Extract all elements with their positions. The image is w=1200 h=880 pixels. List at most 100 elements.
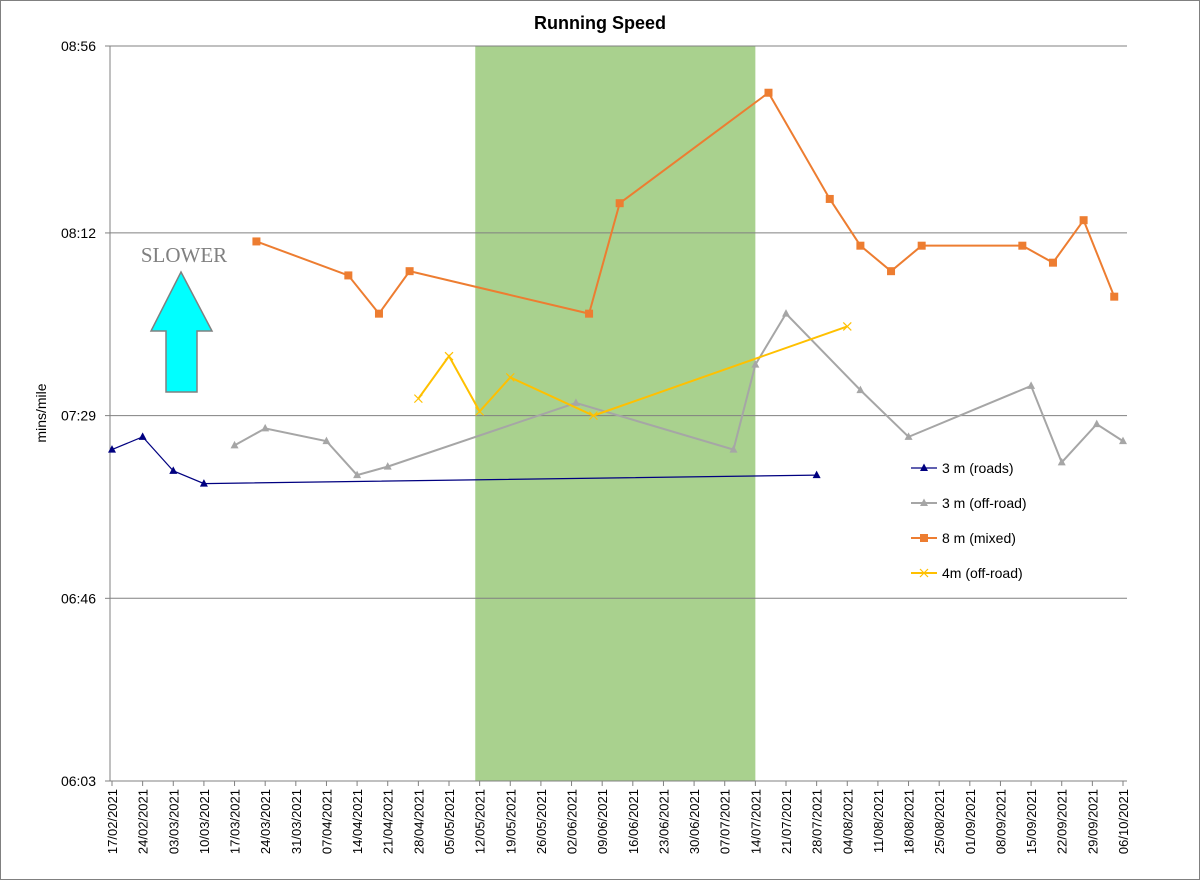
series-4m-off-road: [413, 321, 852, 421]
x-tick-label: 28/04/2021: [411, 789, 426, 854]
data-point-marker: [383, 462, 392, 470]
data-point-marker: [138, 432, 147, 440]
data-point-marker: [353, 470, 362, 479]
y-axis-label: mins/mile: [33, 383, 49, 442]
data-point-marker: [585, 309, 594, 318]
data-point-marker: [920, 463, 928, 471]
y-tick-label: 08:56: [61, 38, 96, 54]
series-line: [417, 325, 848, 417]
data-point-marker: [751, 360, 760, 368]
x-tick-label: 29/09/2021: [1085, 789, 1100, 854]
y-tick-label: 07:29: [61, 408, 96, 424]
data-point-marker: [920, 534, 928, 542]
x-tick-label: 24/02/2021: [136, 789, 151, 854]
data-point-marker: [344, 271, 353, 280]
legend-label: 8 m (mixed): [942, 530, 1016, 546]
data-point-marker: [230, 440, 239, 449]
data-point-marker: [615, 199, 624, 208]
x-tick-label: 21/07/2021: [779, 789, 794, 854]
data-point-marker: [475, 406, 485, 416]
data-point-marker: [920, 498, 928, 506]
legend-item: 3 m (roads): [911, 460, 1014, 476]
legend-label: 3 m (roads): [942, 460, 1014, 476]
data-point-marker: [322, 436, 331, 445]
x-tick-label: 15/09/2021: [1024, 789, 1039, 854]
y-tick-label: 06:46: [61, 590, 96, 606]
x-tick-label: 19/05/2021: [503, 789, 518, 854]
x-tick-label: 31/03/2021: [289, 789, 304, 854]
data-point-marker: [764, 88, 773, 97]
x-tick-label: 23/06/2021: [656, 789, 671, 854]
legend-label: 4m (off-road): [942, 565, 1023, 581]
data-point-marker: [505, 372, 515, 382]
x-tick-label: 06/10/2021: [1116, 789, 1131, 854]
data-point-marker: [1018, 241, 1027, 250]
x-tick-label: 12/05/2021: [473, 789, 488, 854]
x-tick-label: 22/09/2021: [1055, 789, 1070, 854]
x-tick-label: 28/07/2021: [810, 789, 825, 854]
series-3-m-off-road: [230, 309, 1127, 479]
legend-item: 8 m (mixed): [911, 530, 1016, 546]
data-point-marker: [1057, 457, 1066, 466]
data-point-marker: [405, 267, 414, 276]
data-point-marker: [571, 398, 580, 406]
x-tick-label: 18/08/2021: [902, 789, 917, 854]
data-point-marker: [1048, 258, 1057, 267]
data-point-marker: [904, 432, 913, 440]
data-point-marker: [374, 309, 383, 318]
data-point-marker: [1092, 419, 1101, 428]
x-tick-label: 11/08/2021: [871, 789, 886, 853]
data-point-marker: [169, 466, 178, 474]
legend-item: 4m (off-road): [911, 565, 1023, 581]
data-point-marker: [261, 423, 270, 432]
data-point-marker: [252, 237, 261, 246]
x-tick-label: 30/06/2021: [687, 789, 702, 854]
data-point-marker: [1119, 436, 1127, 445]
x-tick-label: 01/09/2021: [963, 789, 978, 854]
chart-legend: 3 m (roads) 3 m (off-road) 8 m (mixed) 4m (…: [911, 460, 1027, 581]
x-tick-label: 17/03/2021: [228, 789, 243, 854]
data-point-marker: [825, 194, 834, 203]
data-point-marker: [919, 568, 929, 578]
x-tick-label: 07/07/2021: [718, 789, 733, 854]
up-arrow-icon: [149, 270, 214, 393]
x-tick-label: 25/08/2021: [932, 789, 947, 854]
data-point-marker: [1027, 381, 1036, 389]
chart-title: Running Speed: [534, 13, 666, 33]
data-point-marker: [108, 445, 116, 453]
legend-item: 3 m (off-road): [911, 495, 1027, 511]
x-tick-label: 24/03/2021: [258, 789, 273, 854]
data-point-marker: [1110, 292, 1119, 301]
data-point-marker: [887, 267, 896, 276]
highlighted-period: [475, 46, 756, 781]
data-point-marker: [444, 351, 454, 361]
data-point-marker: [413, 394, 423, 404]
data-point-marker: [589, 411, 598, 421]
data-point-marker: [856, 241, 865, 250]
data-point-marker: [812, 470, 821, 479]
data-point-marker: [842, 321, 852, 331]
slower-label: SLOWER: [141, 243, 227, 267]
series-3-m-roads: [108, 432, 821, 487]
x-tick-label: 04/08/2021: [840, 789, 855, 854]
x-tick-label: 14/04/2021: [350, 789, 365, 854]
x-tick-label: 09/06/2021: [595, 789, 610, 854]
data-point-marker: [1079, 216, 1088, 225]
data-point-marker: [917, 241, 926, 250]
x-tick-label: 26/05/2021: [534, 789, 549, 854]
x-tick-label: 16/06/2021: [626, 789, 641, 854]
data-point-marker: [199, 479, 208, 487]
data-point-marker: [729, 445, 738, 453]
legend-label: 3 m (off-road): [942, 495, 1027, 511]
y-tick-label: 06:03: [61, 773, 96, 789]
x-tick-label: 05/05/2021: [442, 789, 457, 854]
x-tick-label: 21/04/2021: [381, 789, 396, 854]
x-tick-label: 17/02/2021: [105, 789, 120, 854]
series-8-m-mixed: [252, 88, 1119, 318]
x-tick-label: 07/04/2021: [319, 789, 334, 854]
x-tick-label: 02/06/2021: [565, 789, 580, 854]
data-point-marker: [856, 385, 865, 394]
x-tick-label: 03/03/2021: [166, 789, 181, 854]
y-tick-label: 08:12: [61, 225, 96, 241]
